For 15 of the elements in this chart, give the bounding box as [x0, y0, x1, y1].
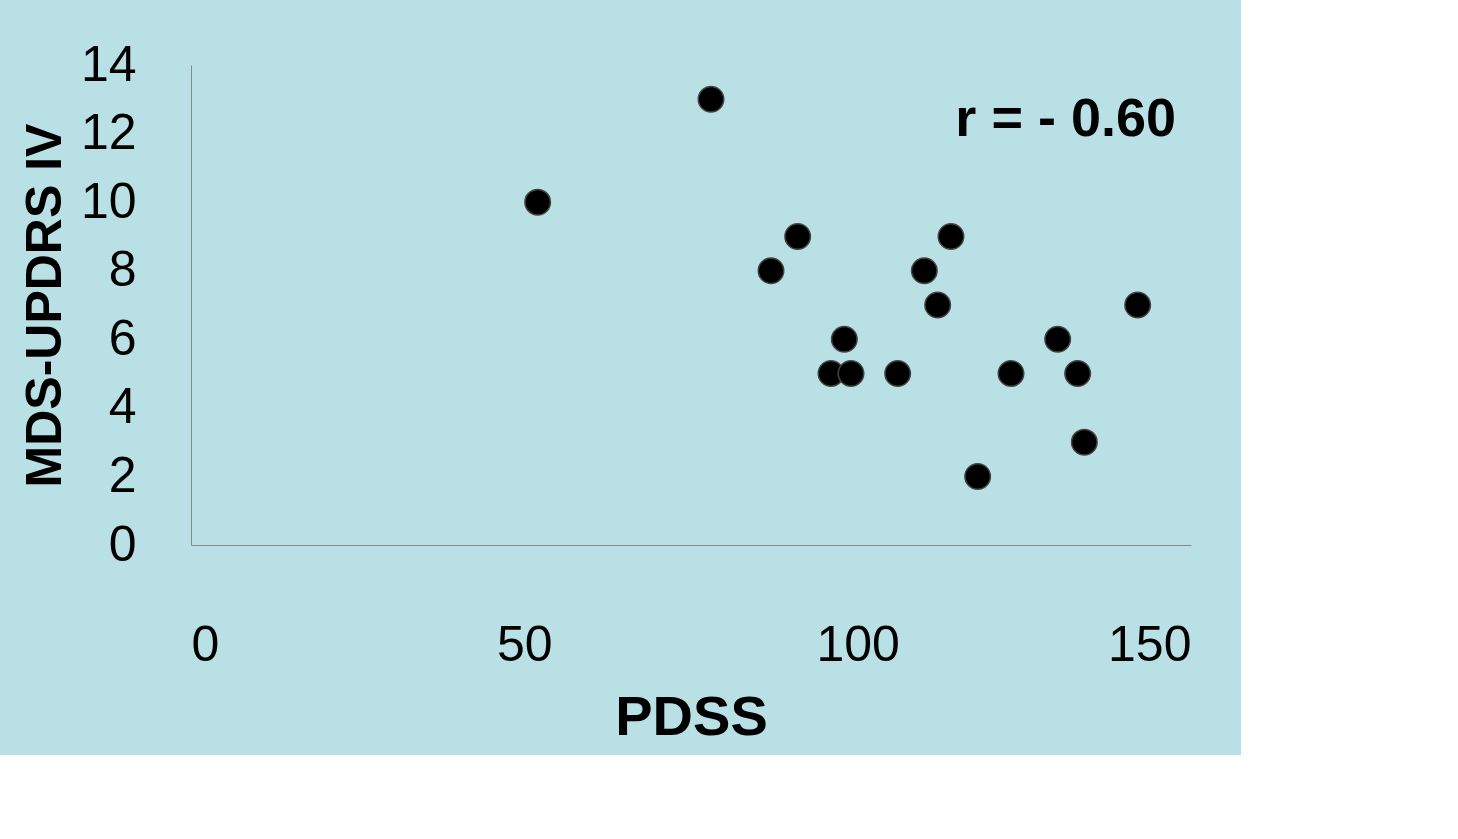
y-tick-label: 14	[80, 35, 137, 92]
x-tick-label: 150	[1108, 615, 1192, 672]
x-tick-label: 0	[191, 615, 220, 672]
x-tick-label: 50	[497, 615, 553, 672]
x-tick-label: 100	[816, 615, 900, 672]
annotation: r = - 0.60	[955, 87, 1176, 147]
y-tick-label: 10	[80, 172, 137, 229]
y-tick-label: 8	[108, 241, 137, 298]
y-tick-label: 6	[108, 309, 137, 366]
x-axis-title: PDSS	[615, 683, 768, 747]
y-tick-label: 0	[108, 515, 137, 572]
y-axis-title: MDS-UPDRS IV	[15, 122, 72, 488]
y-tick-label: 4	[108, 378, 137, 435]
y-tick-label: 12	[80, 104, 137, 161]
y-tick-label: 2	[108, 446, 137, 503]
